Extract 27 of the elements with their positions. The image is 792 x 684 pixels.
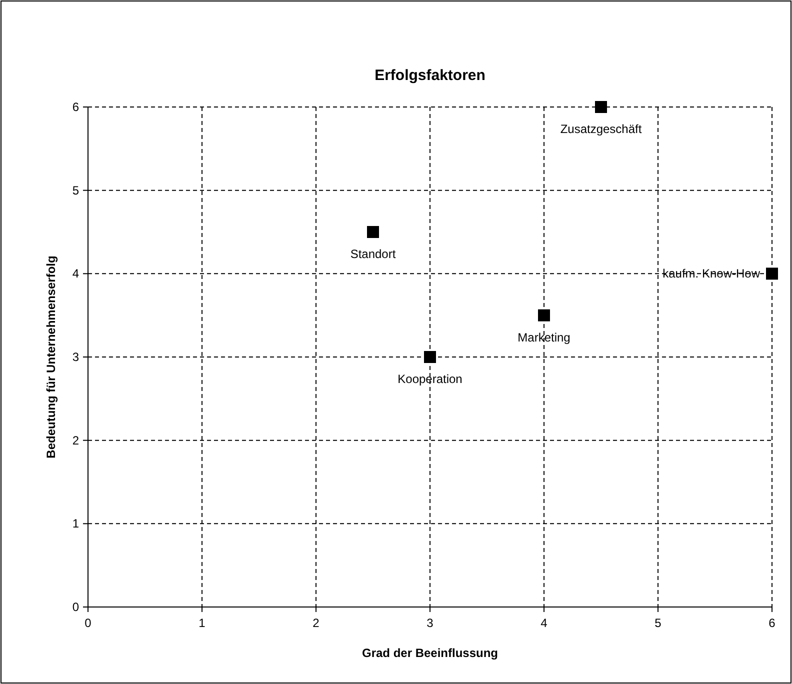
y-tick-label: 5 bbox=[72, 183, 80, 198]
annotation: Standort bbox=[350, 247, 396, 261]
y-tick-label: 3 bbox=[72, 350, 80, 364]
y-tick-label: 4 bbox=[72, 266, 80, 281]
y-axis-title: Bedeutung für Unternehmenserfolg bbox=[44, 256, 58, 458]
y-tick-label: 0 bbox=[72, 600, 80, 614]
y-tick-label: 1 bbox=[72, 516, 80, 531]
annotation: Marketing bbox=[518, 330, 570, 344]
point bbox=[538, 309, 550, 322]
y-tick-label: 6 bbox=[72, 100, 80, 114]
x-tick-label: 2 bbox=[312, 616, 320, 630]
point bbox=[595, 101, 607, 113]
y-tick-label: 2 bbox=[72, 433, 80, 448]
x-tick-label: 4 bbox=[540, 616, 548, 630]
x-tick-label: 5 bbox=[654, 616, 662, 630]
x-axis-title: Grad der Beeinflussung bbox=[362, 646, 498, 660]
annotation: Kooperation bbox=[398, 372, 462, 386]
chart-title: Erfolgsfaktoren bbox=[374, 67, 486, 84]
annotation: kaufm. Know-How bbox=[662, 266, 760, 281]
point bbox=[424, 351, 436, 363]
annotation: Zusatzgeschäft bbox=[560, 122, 642, 136]
x-tick-label: 3 bbox=[426, 616, 434, 630]
point bbox=[367, 226, 379, 238]
x-tick-label: 6 bbox=[768, 616, 776, 630]
x-tick-label: 0 bbox=[84, 616, 92, 630]
x-tick-label: 1 bbox=[198, 616, 206, 630]
point bbox=[766, 268, 778, 280]
